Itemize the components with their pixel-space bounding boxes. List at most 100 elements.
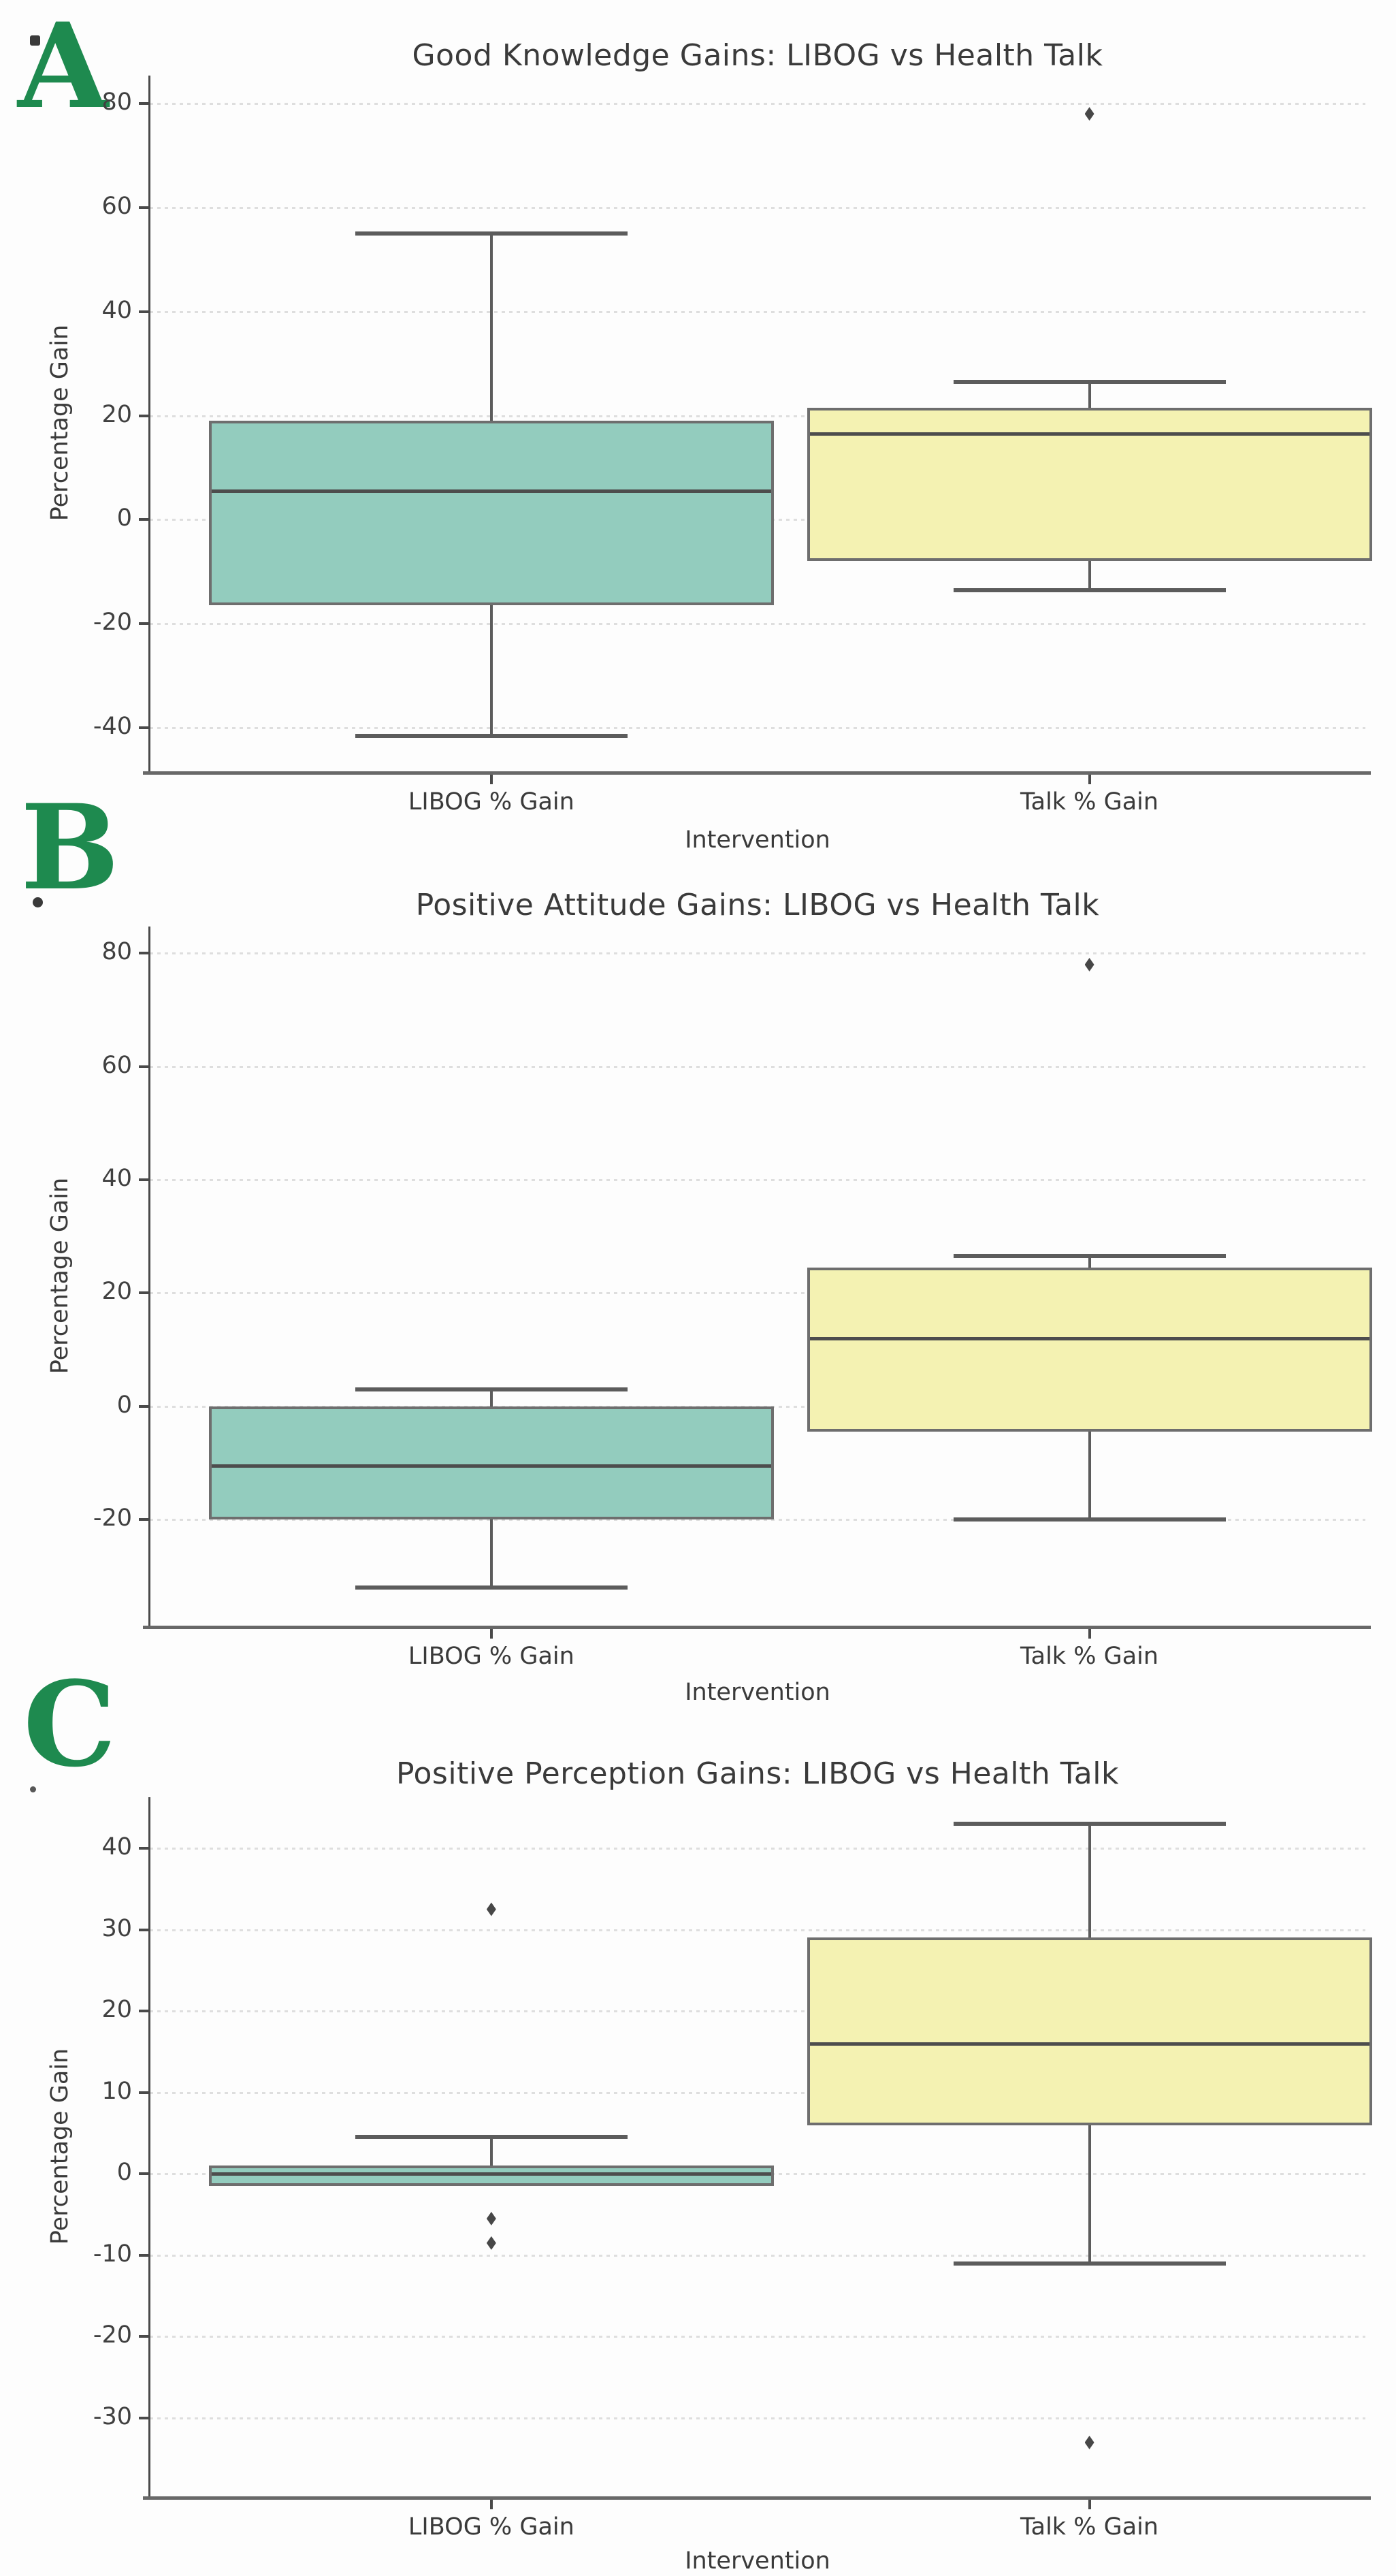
y-axis-tick-label: 0 bbox=[116, 504, 132, 532]
whisker-line bbox=[1088, 561, 1091, 590]
x-tick-label: LIBOG % Gain bbox=[408, 2513, 574, 2541]
axis-spine-left bbox=[148, 1797, 150, 2498]
whisker-line bbox=[489, 2137, 493, 2166]
boxplot-box bbox=[208, 421, 774, 606]
y-axis-tick-label: 0 bbox=[116, 1391, 132, 1419]
x-tick-label: Talk % Gain bbox=[1020, 2513, 1159, 2541]
gridline bbox=[150, 2336, 1365, 2338]
panel-c-title: Positive Perception Gains: LIBOG vs Heal… bbox=[396, 1756, 1119, 1791]
whisker-cap bbox=[355, 231, 628, 236]
panel-a-title: Good Knowledge Gains: LIBOG vs Health Ta… bbox=[412, 38, 1103, 73]
whisker-line bbox=[1088, 1824, 1091, 1938]
whisker-line bbox=[489, 605, 493, 736]
outlier-diamond bbox=[486, 2236, 496, 2250]
whisker-line bbox=[1088, 1256, 1091, 1268]
panel-label-b: B bbox=[20, 778, 120, 916]
gridline bbox=[150, 310, 1365, 313]
y-axis-tick bbox=[139, 1065, 150, 1068]
whisker-cap bbox=[953, 379, 1226, 384]
median-line bbox=[211, 1464, 771, 1468]
y-axis-tick-label: 0 bbox=[116, 2159, 132, 2187]
y-axis-tick-label: 20 bbox=[101, 400, 132, 428]
y-axis-tick bbox=[139, 518, 150, 521]
y-axis-tick-label: 20 bbox=[101, 1278, 132, 1306]
whisker-cap bbox=[355, 1585, 628, 1590]
whisker-line bbox=[489, 234, 493, 421]
y-axis-tick-label: -20 bbox=[93, 2321, 132, 2349]
boxplot-box bbox=[208, 1406, 774, 1519]
whisker-cap bbox=[953, 587, 1226, 592]
whisker-cap bbox=[953, 2261, 1226, 2266]
y-axis-tick-label: 40 bbox=[101, 296, 132, 324]
whisker-cap bbox=[953, 1517, 1226, 1522]
category-tick bbox=[489, 2500, 493, 2509]
gridline bbox=[150, 415, 1365, 417]
median-line bbox=[809, 1336, 1369, 1340]
gridline bbox=[150, 2417, 1365, 2419]
y-axis-tick bbox=[139, 310, 150, 313]
whisker-line bbox=[489, 1519, 493, 1588]
x-axis-label: Intervention bbox=[685, 826, 830, 854]
category-tick bbox=[489, 1629, 493, 1639]
y-axis-tick bbox=[139, 101, 150, 105]
median-line bbox=[809, 2042, 1369, 2046]
stray-mark bbox=[30, 35, 40, 46]
y-axis-tick bbox=[139, 2091, 150, 2094]
panel-label-a: A bbox=[18, 0, 109, 135]
whisker-cap bbox=[953, 1822, 1226, 1826]
x-axis-label: Intervention bbox=[685, 2547, 830, 2575]
y-axis-tick-label: 60 bbox=[101, 192, 132, 220]
x-tick-label: Talk % Gain bbox=[1020, 788, 1159, 816]
gridline bbox=[150, 1518, 1365, 1521]
gridline bbox=[150, 1292, 1365, 1295]
whisker-cap bbox=[355, 2135, 628, 2140]
y-axis-tick bbox=[139, 952, 150, 955]
y-axis-tick bbox=[139, 206, 150, 209]
y-axis-tick-label: -20 bbox=[93, 609, 132, 637]
gridline bbox=[150, 206, 1365, 209]
y-axis-tick-label: 30 bbox=[101, 1914, 132, 1942]
x-axis-label: Intervention bbox=[685, 1679, 830, 1706]
gridline bbox=[150, 1065, 1365, 1068]
category-tick bbox=[1088, 775, 1091, 784]
panel-b-title: Positive Attitude Gains: LIBOG vs Health… bbox=[415, 888, 1100, 922]
gridline bbox=[150, 2254, 1365, 2257]
stray-mark bbox=[30, 1786, 36, 1792]
gridline bbox=[150, 623, 1365, 626]
axis-spine-bottom bbox=[143, 2496, 1371, 2500]
y-axis-tick-label: -30 bbox=[93, 2403, 132, 2430]
gridline bbox=[150, 1929, 1365, 1931]
whisker-line bbox=[1088, 1431, 1091, 1519]
outlier-diamond bbox=[1084, 2435, 1094, 2449]
y-axis-tick bbox=[139, 726, 150, 730]
gridline bbox=[150, 2091, 1365, 2094]
gridline bbox=[150, 727, 1365, 730]
axis-spine-bottom bbox=[143, 1626, 1371, 1629]
y-axis-tick bbox=[139, 2010, 150, 2013]
y-axis-tick bbox=[139, 1291, 150, 1295]
y-axis-tick-label: 40 bbox=[101, 1164, 132, 1192]
outlier-diamond bbox=[486, 2212, 496, 2226]
y-axis-tick-label: 10 bbox=[101, 2077, 132, 2105]
outlier-diamond bbox=[1084, 107, 1094, 121]
gridline bbox=[150, 1847, 1365, 1850]
y-axis-tick-label: -20 bbox=[93, 1504, 132, 1532]
panel-label-c: C bbox=[23, 1655, 116, 1793]
x-tick-label: LIBOG % Gain bbox=[408, 1643, 574, 1670]
boxplot-box bbox=[807, 1267, 1372, 1432]
stray-mark bbox=[33, 897, 43, 907]
gridline bbox=[150, 2010, 1365, 2013]
gridline bbox=[150, 952, 1365, 955]
y-axis-tick bbox=[139, 2253, 150, 2257]
y-axis-tick bbox=[139, 2417, 150, 2419]
y-axis-tick-label: 80 bbox=[101, 88, 132, 116]
y-axis-tick-label: 20 bbox=[101, 1996, 132, 2024]
y-axis-tick bbox=[139, 2335, 150, 2338]
x-tick-label: Talk % Gain bbox=[1020, 1643, 1159, 1670]
whisker-cap bbox=[355, 733, 628, 738]
y-axis-tick-label: 40 bbox=[101, 1833, 132, 1861]
median-line bbox=[211, 2172, 771, 2176]
